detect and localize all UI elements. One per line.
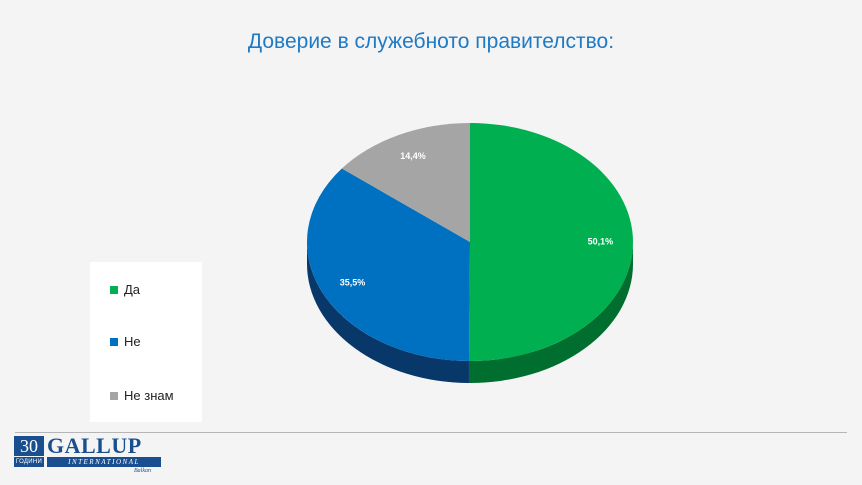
logo-name: GALLUP	[47, 433, 142, 458]
logo-region: Balkan	[134, 468, 151, 474]
chart-title: Доверие в служебното правителство:	[247, 30, 615, 53]
legend-item-yes: Да	[110, 282, 140, 297]
legend-swatch-dont-know	[110, 391, 118, 400]
logo-years-label: ГОДИНИ	[14, 457, 44, 467]
legend-label-yes: Да	[124, 282, 141, 297]
legend-swatch-yes	[110, 285, 118, 294]
pie-label-dont-know: 14,4%	[400, 151, 426, 161]
logo-international: INTERNATIONAL	[47, 457, 161, 467]
pie-label-no: 35,5%	[340, 278, 366, 288]
legend-swatch-no	[110, 337, 118, 346]
pie-label-yes: 50,1%	[588, 237, 614, 247]
pie-slice-dont-know	[341, 123, 470, 242]
footer-divider	[15, 432, 847, 433]
pie-side-yes	[468, 242, 633, 383]
legend-item-no: Не	[110, 334, 141, 349]
legend-label-dont-know: Не знам	[124, 388, 174, 403]
pie-slice-no	[306, 168, 470, 361]
pie-slice-yes	[468, 123, 633, 361]
pie-side-no	[306, 242, 469, 383]
legend-item-dont-know: Не знам	[110, 388, 174, 403]
legend: Да Не Не знам	[90, 262, 202, 422]
legend-label-no: Не	[124, 334, 141, 349]
gallup-logo: 30 ГОДИНИ GALLUP INTERNATIONAL Balkan	[14, 433, 161, 476]
logo-years-number: 30	[14, 436, 44, 456]
